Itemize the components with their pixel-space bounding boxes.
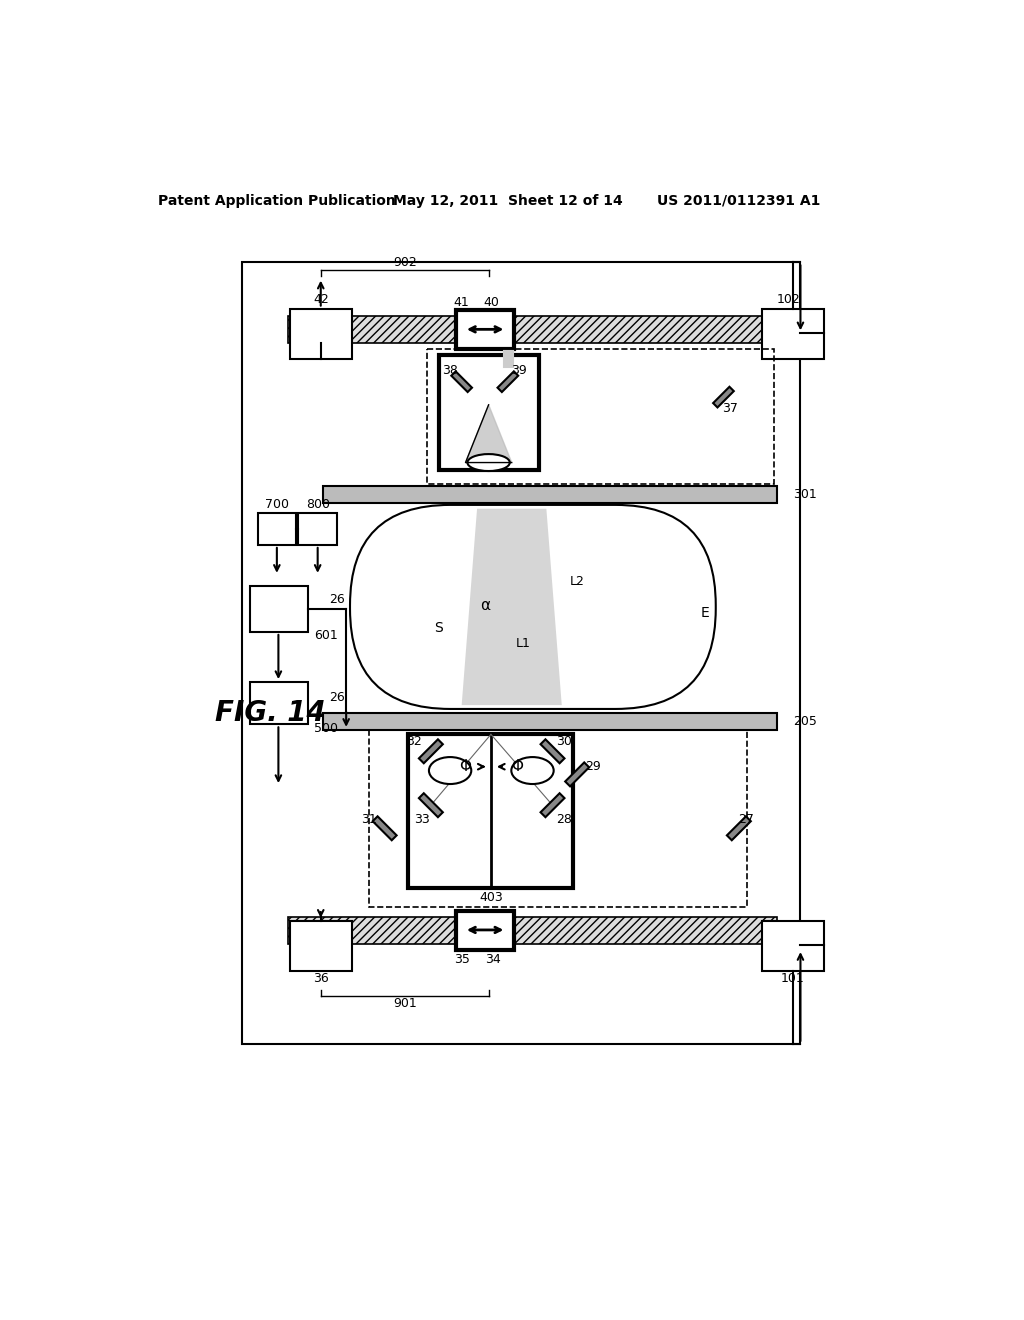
- Text: 902: 902: [393, 256, 417, 269]
- Bar: [289, 317, 457, 343]
- Bar: [290, 921, 351, 970]
- Bar: [514, 317, 777, 343]
- Text: 32: 32: [407, 735, 422, 748]
- Text: L1: L1: [516, 638, 530, 649]
- Polygon shape: [498, 371, 518, 392]
- Text: 38: 38: [442, 363, 458, 376]
- Bar: [289, 917, 457, 944]
- Ellipse shape: [429, 758, 471, 784]
- Text: 37: 37: [722, 403, 737, 416]
- Text: S: S: [434, 622, 443, 635]
- Polygon shape: [462, 713, 554, 743]
- Text: 205: 205: [793, 714, 816, 727]
- Bar: [250, 586, 307, 632]
- Bar: [298, 512, 337, 545]
- Bar: [250, 682, 307, 725]
- Text: 700: 700: [265, 499, 289, 511]
- Bar: [762, 309, 823, 359]
- Polygon shape: [419, 739, 442, 763]
- Bar: [408, 734, 573, 888]
- Text: 403: 403: [479, 891, 503, 904]
- Bar: [323, 486, 777, 503]
- Polygon shape: [373, 816, 396, 841]
- Bar: [457, 911, 514, 950]
- Text: 30: 30: [556, 735, 572, 748]
- Bar: [514, 917, 777, 944]
- Text: 601: 601: [313, 630, 338, 643]
- Text: 36: 36: [313, 972, 329, 985]
- Bar: [243, 263, 801, 1044]
- Text: 101: 101: [781, 972, 805, 985]
- Text: E: E: [700, 606, 709, 619]
- Text: 41: 41: [454, 296, 470, 309]
- Text: 39: 39: [512, 363, 527, 376]
- Text: 33: 33: [414, 813, 429, 825]
- Text: FIG. 14: FIG. 14: [215, 698, 326, 727]
- Ellipse shape: [467, 454, 510, 471]
- Text: 28: 28: [556, 813, 572, 825]
- Ellipse shape: [511, 758, 554, 784]
- Polygon shape: [713, 387, 734, 408]
- Text: α: α: [479, 598, 489, 612]
- Text: 40: 40: [483, 296, 499, 309]
- Text: Φ: Φ: [511, 759, 523, 775]
- Bar: [370, 730, 746, 907]
- Bar: [762, 921, 823, 970]
- Text: 102: 102: [777, 293, 801, 306]
- Polygon shape: [469, 355, 547, 482]
- Polygon shape: [541, 793, 564, 817]
- Text: US 2011/0112391 A1: US 2011/0112391 A1: [657, 194, 820, 207]
- Bar: [323, 713, 777, 730]
- Bar: [438, 355, 539, 470]
- Text: L2: L2: [569, 576, 585, 589]
- Text: Φ: Φ: [460, 759, 471, 775]
- Polygon shape: [452, 371, 472, 392]
- Text: Patent Application Publication: Patent Application Publication: [158, 194, 395, 207]
- Polygon shape: [462, 508, 562, 705]
- Text: 26: 26: [329, 690, 345, 704]
- Text: 500: 500: [313, 722, 338, 735]
- Text: 800: 800: [306, 499, 330, 511]
- Polygon shape: [727, 816, 751, 841]
- Text: 35: 35: [454, 953, 470, 966]
- Text: 34: 34: [484, 953, 501, 966]
- Bar: [457, 310, 514, 350]
- Bar: [427, 350, 773, 484]
- Text: 29: 29: [585, 760, 600, 774]
- FancyBboxPatch shape: [350, 506, 716, 709]
- Text: 26: 26: [329, 593, 345, 606]
- Text: May 12, 2011  Sheet 12 of 14: May 12, 2011 Sheet 12 of 14: [393, 194, 623, 207]
- Polygon shape: [565, 763, 589, 787]
- Polygon shape: [466, 405, 512, 462]
- Polygon shape: [541, 739, 564, 763]
- Text: 901: 901: [393, 998, 417, 1010]
- Bar: [290, 309, 351, 359]
- Text: 301: 301: [793, 487, 816, 500]
- Bar: [258, 512, 296, 545]
- Text: 31: 31: [361, 813, 377, 825]
- Polygon shape: [419, 793, 442, 817]
- Text: 42: 42: [313, 293, 329, 306]
- Text: 27: 27: [738, 813, 755, 825]
